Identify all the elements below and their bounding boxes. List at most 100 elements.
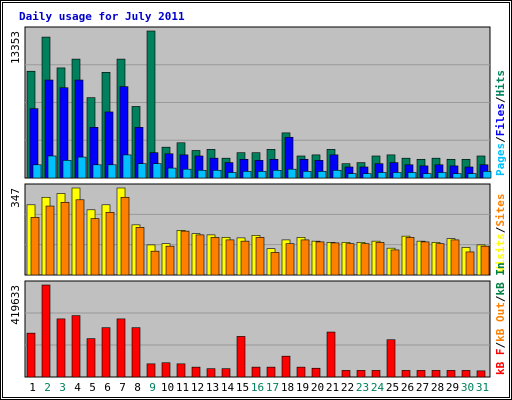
bar-sites <box>420 241 430 276</box>
bar-sites <box>255 237 265 276</box>
bar-kb-f <box>431 370 441 378</box>
bar-kb-f <box>26 332 36 378</box>
bar-pages <box>467 173 477 179</box>
x-tick-label: 4 <box>74 381 81 394</box>
x-tick-label: 5 <box>89 381 96 394</box>
x-tick-label: 22 <box>341 381 354 394</box>
bar-kb-f <box>101 327 111 378</box>
bar-pages <box>62 160 72 179</box>
x-tick-label: 21 <box>326 381 339 394</box>
bar-pages <box>377 172 387 179</box>
bar-kb-f <box>311 367 321 378</box>
bar-sites <box>435 243 445 276</box>
bar-sites <box>180 230 190 276</box>
legend-entry: kB F <box>494 349 507 376</box>
panels-layer: 13353 Pages/Files/Hits 347 Visits/Sites 4196… <box>9 26 507 378</box>
x-tick-label: 26 <box>401 381 414 394</box>
bar-pages <box>407 172 417 179</box>
bar-kb-f <box>161 362 171 378</box>
legend-entry: Pages <box>494 143 507 176</box>
bar-pages <box>212 169 222 179</box>
bar-kb-f <box>416 370 426 378</box>
bar-sites <box>390 249 400 276</box>
bar-kb-f <box>236 336 246 378</box>
bar-kb-f <box>356 370 366 378</box>
bar-pages <box>47 155 57 179</box>
x-tick-label: 17 <box>266 381 279 394</box>
x-tick-label: 13 <box>206 381 219 394</box>
bar-pages <box>392 172 402 179</box>
bar-kb-f <box>251 366 261 378</box>
bar-kb-f <box>296 366 306 378</box>
x-tick-label: 2 <box>44 381 51 394</box>
x-tick-label: 25 <box>386 381 399 394</box>
x-tick-label: 16 <box>251 381 264 394</box>
x-tick-label: 3 <box>59 381 66 394</box>
x-tick-label: 20 <box>311 381 324 394</box>
legend-entry: Visits <box>494 233 507 273</box>
bar-pages <box>32 164 42 179</box>
x-tick-label: 29 <box>446 381 459 394</box>
bar-sites <box>150 250 160 276</box>
bar-sites <box>480 245 490 276</box>
bar-pages <box>92 164 102 179</box>
bar-kb-f <box>146 363 156 378</box>
x-tick-label: 24 <box>371 381 385 394</box>
bar-pages <box>227 172 237 179</box>
legend-entry: Sites <box>494 194 507 227</box>
bar-pages <box>242 171 252 179</box>
bar-pages <box>437 172 447 179</box>
x-tick-label: 6 <box>104 381 111 394</box>
x-tick-label: 12 <box>191 381 204 394</box>
bar-kb-f <box>206 368 216 378</box>
bar-pages <box>167 167 177 179</box>
bar-pages <box>287 168 297 179</box>
x-tick-label: 11 <box>176 381 189 394</box>
x-tick-label: 31 <box>476 381 489 394</box>
y-max-label: 419633 <box>9 285 22 325</box>
bar-sites <box>450 239 460 276</box>
bar-kb-f <box>341 370 351 378</box>
bar-sites <box>30 217 40 276</box>
bar-sites <box>105 212 115 276</box>
x-tick-label: 28 <box>431 381 444 394</box>
bar-sites <box>60 201 70 276</box>
bar-kb-f <box>221 368 231 378</box>
bar-sites <box>75 199 85 276</box>
bar-kb-f <box>371 370 381 378</box>
bar-pages <box>362 173 372 179</box>
bar-pages <box>152 163 162 179</box>
bar-kb-f <box>401 370 411 378</box>
bar-kb-f <box>56 318 66 378</box>
bar-pages <box>347 173 357 179</box>
x-tick-label: 10 <box>161 381 174 394</box>
bar-pages <box>317 171 327 179</box>
x-tick-label: 15 <box>236 381 249 394</box>
bar-kb-f <box>131 327 141 378</box>
bar-sites <box>315 241 325 276</box>
bar-sites <box>270 252 280 276</box>
x-tick-label: 14 <box>221 381 235 394</box>
bar-sites <box>300 239 310 276</box>
bar-pages <box>272 169 282 179</box>
bar-sites <box>330 242 340 276</box>
x-tick-label: 30 <box>461 381 474 394</box>
bar-pages <box>197 169 207 179</box>
bar-sites <box>375 242 385 276</box>
bar-sites <box>165 245 175 276</box>
legend-entry: kB In <box>494 262 507 295</box>
bar-sites <box>285 243 295 276</box>
bar-kb-f <box>41 284 51 378</box>
bar-pages <box>137 163 147 179</box>
bar-kb-f <box>461 370 471 378</box>
legend-entry: kB Out <box>494 302 507 342</box>
bar-sites <box>465 251 475 276</box>
bar-kb-f <box>476 370 486 378</box>
bar-sites <box>135 227 145 276</box>
legend: Visits/Sites <box>494 194 507 274</box>
bar-kb-f <box>191 366 201 378</box>
bar-sites <box>345 243 355 276</box>
bar-kb-f <box>176 363 186 378</box>
